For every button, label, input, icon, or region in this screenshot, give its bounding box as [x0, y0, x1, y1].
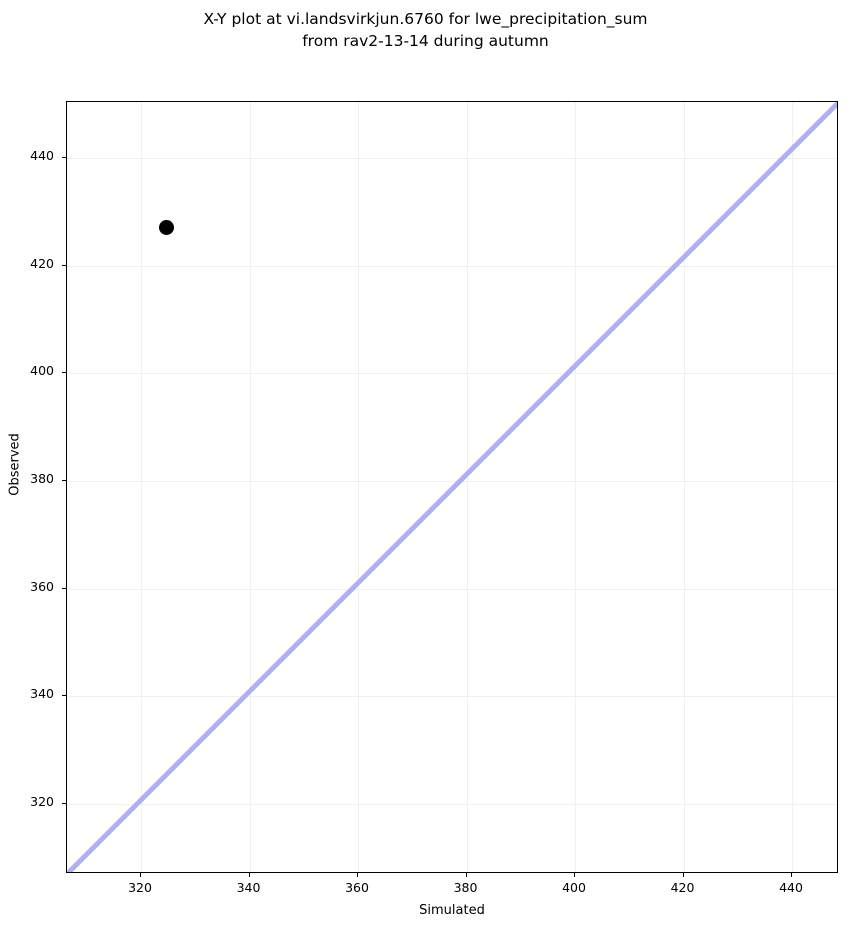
y-tick-label: 440 — [30, 148, 54, 163]
x-tick-label: 440 — [779, 880, 803, 895]
y-tick-label: 360 — [30, 578, 54, 594]
x-tick-label: 380 — [453, 880, 478, 895]
gridline-vertical — [358, 102, 359, 872]
y-tick-label: 340 — [30, 686, 54, 702]
x-tick-label: 400 — [562, 880, 586, 895]
gridline-horizontal — [67, 804, 837, 805]
y-tick-mark — [62, 372, 66, 374]
x-tick-mark — [791, 873, 792, 877]
x-tick-label: 340 — [236, 880, 261, 895]
gridline-horizontal — [67, 588, 837, 590]
x-tick-mark — [465, 873, 467, 877]
plot-area — [66, 101, 838, 873]
y-tick-mark — [62, 157, 66, 158]
gridline-vertical — [249, 102, 251, 872]
x-tick-mark — [574, 873, 575, 877]
gridline-horizontal — [67, 481, 837, 482]
x-tick-label: 360 — [345, 880, 369, 895]
x-axis-label: Simulated — [419, 903, 485, 918]
gridline-vertical — [792, 102, 793, 872]
y-axis-label: Observed — [7, 433, 23, 496]
y-tick-label: 380 — [30, 471, 54, 486]
y-tick-mark — [62, 695, 66, 697]
gridline-vertical — [575, 102, 576, 872]
x-tick-mark — [248, 873, 250, 877]
x-tick-mark — [357, 873, 358, 877]
gridline-horizontal — [67, 373, 837, 375]
gridline-vertical — [683, 102, 685, 872]
chart-title: X-Y plot at vi.landsvirkjun.6760 for lwe… — [203, 10, 648, 50]
one-to-one-reference-line — [67, 102, 837, 872]
x-tick-mark — [682, 873, 684, 877]
data-point — [158, 219, 174, 235]
y-tick-mark — [62, 803, 66, 804]
gridline-vertical — [141, 102, 142, 872]
x-tick-mark — [140, 873, 141, 877]
y-tick-mark — [62, 587, 66, 589]
y-tick-label: 320 — [30, 794, 54, 809]
y-tick-mark — [62, 480, 66, 481]
y-tick-mark — [62, 264, 66, 266]
gridline-vertical — [466, 102, 468, 872]
y-tick-label: 400 — [30, 363, 54, 379]
y-tick-label: 420 — [30, 255, 54, 271]
gridline-horizontal — [67, 158, 837, 159]
gridline-horizontal — [67, 265, 837, 267]
x-tick-label: 320 — [128, 880, 152, 895]
x-tick-label: 420 — [670, 880, 695, 895]
gridline-horizontal — [67, 696, 837, 698]
